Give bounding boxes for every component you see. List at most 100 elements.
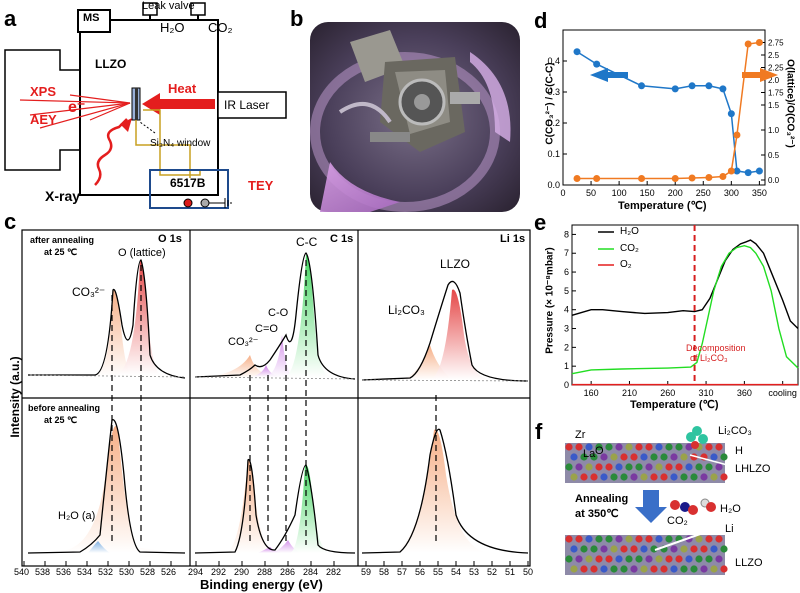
- tick: 59: [361, 567, 372, 577]
- e-ytick: 2: [564, 342, 569, 352]
- atom: [620, 453, 628, 461]
- panel-e: e 0 1 2 3 4 5 6 7 8 160 210 260 310 360 cooling H₂O CO…: [530, 210, 800, 411]
- xray-label: X-ray: [45, 188, 81, 204]
- atom: [585, 463, 593, 471]
- xps-ylabel: Intensity (a.u.): [8, 356, 22, 438]
- atom: [680, 565, 688, 573]
- decomp-label-1: Decomposition: [686, 343, 746, 353]
- co3-c-label: CO₃²⁻: [228, 336, 259, 348]
- data-point: [593, 60, 601, 68]
- atom: [595, 535, 603, 543]
- d-ytick-right: 2.25: [768, 64, 784, 73]
- ms-box: [77, 9, 111, 33]
- atom: [650, 473, 658, 481]
- e-ytick: 8: [564, 229, 569, 239]
- atom: [575, 535, 583, 543]
- atom: [660, 565, 668, 573]
- atom: [705, 555, 713, 563]
- atom: [645, 463, 653, 471]
- atom: [605, 463, 613, 471]
- atom: [590, 545, 598, 553]
- atom: [690, 565, 698, 573]
- meter-box: [149, 169, 229, 209]
- tick: 51: [505, 567, 516, 577]
- atom: [565, 535, 573, 543]
- atom: [640, 453, 648, 461]
- atom: [690, 473, 698, 481]
- atom: [680, 473, 688, 481]
- atom: [580, 545, 588, 553]
- atom: [650, 545, 658, 553]
- annealing-label: Annealing: [575, 493, 629, 505]
- co2-f-label: CO₂: [667, 515, 688, 527]
- tick: 282: [326, 567, 342, 577]
- tick: 58: [379, 567, 390, 577]
- atom: [665, 535, 673, 543]
- atom: [600, 473, 608, 481]
- after-annealing-label: after annealing: [30, 235, 95, 245]
- atom: [670, 565, 678, 573]
- e-xtick: 310: [699, 388, 714, 398]
- e-xtick: cooling: [768, 388, 797, 398]
- atom: [665, 443, 673, 451]
- e-xtick: 360: [737, 388, 752, 398]
- atom: [720, 473, 728, 481]
- atom: [665, 555, 673, 563]
- atom: [700, 565, 708, 573]
- before-annealing-label: before annealing: [28, 403, 101, 413]
- atom: [715, 535, 723, 543]
- tick: 286: [280, 567, 296, 577]
- atom: [635, 535, 643, 543]
- atom: [640, 473, 648, 481]
- d-ytick-right: 2.75: [768, 39, 784, 48]
- data-point: [705, 82, 713, 90]
- e-ytick: 0: [564, 380, 569, 390]
- tick: 540: [14, 567, 30, 577]
- atom: [585, 535, 593, 543]
- xps-plot: [21, 229, 531, 567]
- d-ytick-left: 0.1: [547, 149, 560, 159]
- atom: [685, 443, 693, 451]
- series-line: [571, 239, 799, 330]
- leak-valve-label: Leak valve: [142, 0, 195, 12]
- xps-label: XPS: [30, 84, 57, 99]
- tick: 532: [98, 567, 114, 577]
- data-point: [593, 175, 601, 182]
- panel-a-schematic: [4, 2, 287, 209]
- atom: [580, 453, 588, 461]
- tick: 54: [451, 567, 462, 577]
- atom: [695, 555, 703, 563]
- e-ytick: 5: [564, 286, 569, 296]
- atom: [720, 453, 728, 461]
- aey-label: AEY: [30, 112, 57, 127]
- atom: [645, 535, 653, 543]
- e-ytick: 6: [564, 267, 569, 277]
- atom: [655, 443, 663, 451]
- atom: [670, 545, 678, 553]
- e-xlabel: Temperature (℃): [630, 399, 719, 411]
- tick: 294: [188, 567, 204, 577]
- tick: 57: [397, 567, 408, 577]
- atom: [585, 555, 593, 563]
- d-xtick: 200: [668, 188, 683, 198]
- c-eq-o-label: C=O: [255, 323, 278, 335]
- atom: [625, 443, 633, 451]
- atom: [655, 535, 663, 543]
- d-xtick: 0: [560, 188, 565, 198]
- heat-arrow-icon: [142, 93, 215, 115]
- ms-label: MS: [83, 12, 100, 24]
- atom: [705, 443, 713, 451]
- after-annealing-temp: at 25 ℃: [44, 247, 78, 257]
- atom: [595, 463, 603, 471]
- co2-valve-icon: [190, 2, 206, 16]
- atom: [585, 443, 593, 451]
- cc-label: C-C: [296, 235, 318, 249]
- tick: 56: [415, 567, 426, 577]
- atom: [570, 545, 578, 553]
- atom: [710, 565, 718, 573]
- atom: [615, 463, 623, 471]
- lhlzo-label: LHLZO: [735, 463, 771, 475]
- atom: [645, 555, 653, 563]
- e-xtick: 160: [584, 388, 599, 398]
- atom: [595, 555, 603, 563]
